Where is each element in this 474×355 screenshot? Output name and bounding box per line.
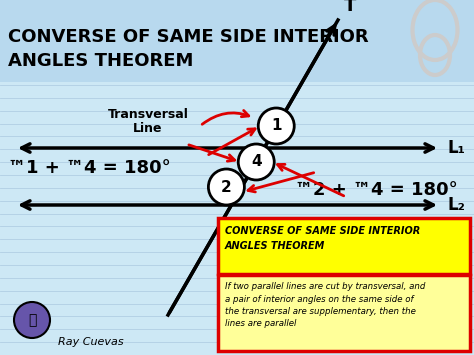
Text: 2: 2: [221, 180, 232, 195]
Text: 🤓: 🤓: [28, 313, 36, 327]
Text: Transversal: Transversal: [108, 108, 189, 121]
Text: ™1 + ™4 = 180°: ™1 + ™4 = 180°: [8, 159, 171, 177]
Text: L₁: L₁: [448, 139, 466, 157]
Text: 1: 1: [271, 119, 282, 133]
Text: 4: 4: [251, 154, 262, 169]
Text: Ray Cuevas: Ray Cuevas: [58, 337, 124, 347]
Text: If two parallel lines are cut by transversal, and
a pair of interior angles on t: If two parallel lines are cut by transve…: [225, 282, 425, 328]
Text: CONVERSE OF SAME SIDE INTERIOR: CONVERSE OF SAME SIDE INTERIOR: [8, 28, 369, 46]
FancyBboxPatch shape: [218, 275, 470, 351]
FancyBboxPatch shape: [0, 0, 474, 82]
Text: Line: Line: [133, 122, 163, 135]
Text: T: T: [344, 0, 356, 15]
Circle shape: [209, 169, 245, 205]
Text: ™2 + ™4 = 180°: ™2 + ™4 = 180°: [295, 181, 458, 199]
Text: L₂: L₂: [448, 196, 466, 214]
Circle shape: [258, 108, 294, 144]
FancyBboxPatch shape: [218, 218, 470, 274]
Circle shape: [14, 302, 50, 338]
Text: CONVERSE OF SAME SIDE INTERIOR
ANGLES THEOREM: CONVERSE OF SAME SIDE INTERIOR ANGLES TH…: [225, 226, 420, 251]
Text: ANGLES THEOREM: ANGLES THEOREM: [8, 52, 193, 70]
Circle shape: [238, 144, 274, 180]
